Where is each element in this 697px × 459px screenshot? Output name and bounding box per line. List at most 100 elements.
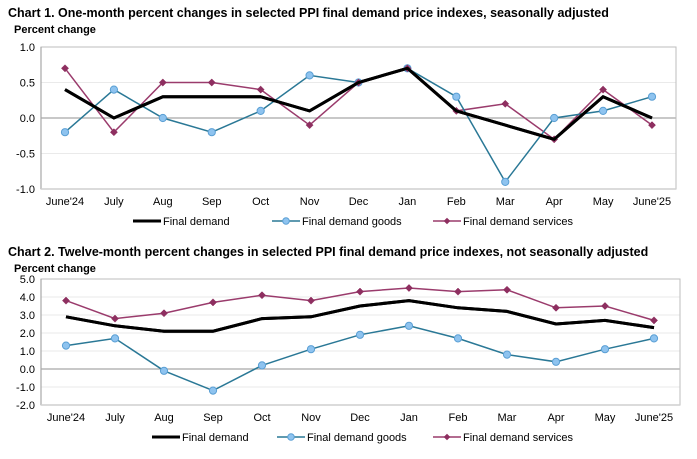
legend-label-final-demand-services: Final demand services bbox=[463, 432, 574, 444]
y-tick-label: 0.5 bbox=[20, 78, 35, 90]
data-point-goods bbox=[550, 113, 559, 123]
data-point-goods bbox=[647, 92, 657, 101]
y-tick-label: 4.0 bbox=[20, 292, 35, 304]
data-point-goods bbox=[61, 341, 71, 350]
data-point-goods bbox=[305, 71, 314, 80]
data-point-goods bbox=[256, 106, 265, 116]
x-tick-label: Feb bbox=[449, 412, 468, 424]
x-tick-label: Oct bbox=[252, 196, 269, 208]
data-point-goods bbox=[551, 357, 561, 366]
x-tick-label: May bbox=[595, 412, 616, 424]
data-point-goods bbox=[502, 350, 512, 359]
y-tick-label: -0.5 bbox=[16, 149, 35, 161]
data-point-goods bbox=[306, 345, 316, 354]
y-tick-label: -1.0 bbox=[16, 184, 35, 196]
y-tick-label: 1.0 bbox=[20, 346, 35, 358]
x-tick-label: Apr bbox=[547, 412, 564, 424]
y-tick-label: -2.0 bbox=[16, 400, 35, 412]
x-tick-label: Mar bbox=[498, 412, 517, 424]
x-tick-label: Sep bbox=[202, 196, 222, 208]
x-tick-label: Dec bbox=[349, 196, 369, 208]
x-tick-label: Apr bbox=[546, 196, 563, 208]
data-point-goods bbox=[207, 128, 216, 137]
plot-frame bbox=[40, 278, 681, 406]
data-point-services bbox=[256, 85, 265, 94]
legend-marker-final-demand-services bbox=[443, 433, 451, 441]
data-point-services bbox=[62, 296, 70, 305]
data-point-services bbox=[601, 302, 609, 310]
data-point-services bbox=[356, 287, 364, 296]
chart2-title: Chart 2. Twelve-month percent changes in… bbox=[8, 245, 649, 259]
chart1-ylabel: Percent change bbox=[14, 24, 96, 36]
x-tick-label: July bbox=[105, 412, 125, 424]
x-tick-label: June'25 bbox=[633, 196, 671, 208]
x-tick-label: Jan bbox=[399, 196, 417, 208]
y-tick-label: 0.0 bbox=[20, 113, 35, 125]
data-point-goods bbox=[208, 386, 218, 395]
legend-label-final-demand: Final demand bbox=[163, 216, 230, 228]
series-line-final-demand-overlay bbox=[65, 299, 655, 333]
data-point-services bbox=[209, 298, 217, 307]
x-tick-label: Mar bbox=[496, 196, 515, 208]
data-point-services bbox=[305, 121, 314, 130]
data-point-services bbox=[307, 296, 315, 305]
legend-label-final-demand-services: Final demand services bbox=[463, 216, 574, 228]
data-point-services bbox=[503, 285, 511, 294]
data-point-services bbox=[207, 78, 216, 87]
x-tick-label: Oct bbox=[253, 412, 270, 424]
y-tick-label: 5.0 bbox=[20, 274, 35, 286]
data-point-goods bbox=[600, 345, 610, 354]
data-point-services bbox=[650, 316, 658, 325]
data-point-services bbox=[552, 303, 560, 312]
chart1-title: Chart 1. One-month percent changes in se… bbox=[8, 6, 609, 20]
data-point-goods bbox=[110, 334, 120, 343]
data-point-services bbox=[61, 64, 69, 73]
legend-label-final-demand: Final demand bbox=[182, 432, 249, 444]
data-point-goods bbox=[60, 128, 70, 137]
data-point-goods bbox=[598, 106, 608, 116]
x-tick-label: June'24 bbox=[46, 196, 84, 208]
y-tick-label: 2.0 bbox=[20, 328, 35, 340]
data-point-services bbox=[501, 99, 510, 108]
x-tick-label: May bbox=[593, 196, 614, 208]
x-tick-label: Feb bbox=[447, 196, 466, 208]
y-tick-label: 3.0 bbox=[20, 310, 35, 322]
legend-marker-final-demand-goods bbox=[287, 433, 295, 441]
data-point-goods bbox=[257, 361, 267, 370]
data-point-goods bbox=[649, 334, 659, 343]
x-tick-label: Sep bbox=[203, 412, 223, 424]
x-tick-label: Aug bbox=[154, 412, 174, 424]
data-point-goods bbox=[109, 85, 119, 94]
data-point-services bbox=[111, 314, 119, 323]
data-point-goods bbox=[501, 177, 510, 186]
chart2-ylabel: Percent change bbox=[14, 263, 96, 275]
y-tick-label: -1.0 bbox=[16, 382, 35, 394]
data-point-services bbox=[109, 128, 118, 137]
x-tick-label: Nov bbox=[300, 196, 320, 208]
data-point-goods bbox=[158, 113, 167, 123]
data-point-services bbox=[258, 291, 266, 300]
data-point-goods bbox=[355, 330, 365, 339]
data-point-services bbox=[160, 309, 168, 318]
data-point-services bbox=[599, 85, 608, 94]
x-tick-label: June'25 bbox=[635, 412, 673, 424]
x-tick-label: July bbox=[104, 196, 124, 208]
y-tick-label: 1.0 bbox=[20, 42, 35, 54]
data-point-goods bbox=[404, 321, 414, 330]
data-point-services bbox=[405, 284, 413, 292]
data-point-services bbox=[454, 287, 462, 296]
data-point-goods bbox=[453, 334, 463, 343]
x-tick-label: Jan bbox=[400, 412, 418, 424]
data-point-services bbox=[158, 78, 167, 87]
data-point-goods bbox=[159, 366, 169, 375]
x-tick-label: Dec bbox=[350, 412, 370, 424]
y-tick-label: 0.0 bbox=[20, 364, 35, 376]
x-tick-label: Nov bbox=[301, 412, 321, 424]
data-point-goods bbox=[452, 92, 461, 101]
legend-marker-final-demand-services bbox=[443, 217, 451, 225]
legend-label-final-demand-goods: Final demand goods bbox=[302, 216, 402, 228]
data-point-services bbox=[648, 121, 656, 130]
x-tick-label: June'24 bbox=[47, 412, 85, 424]
